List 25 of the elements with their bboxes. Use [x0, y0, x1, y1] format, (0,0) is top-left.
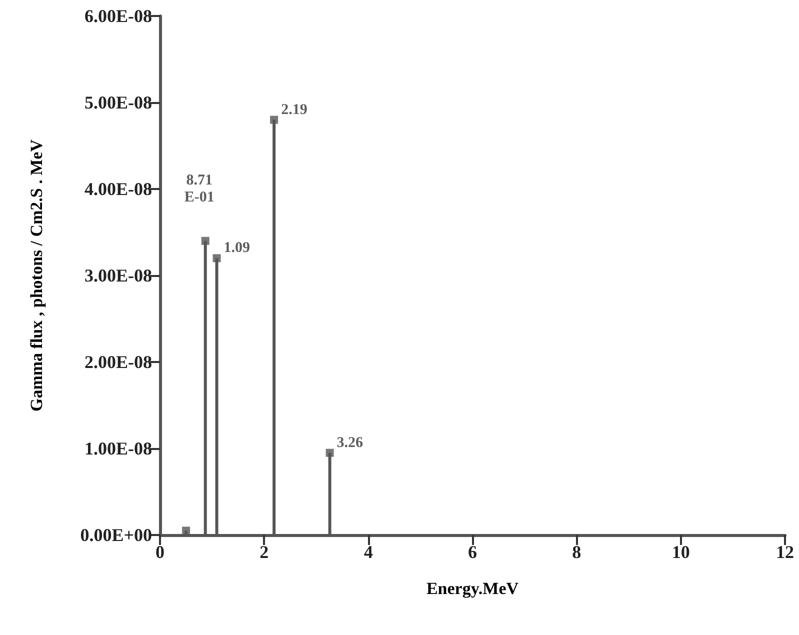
y-tick-label: 6.00E-08 — [84, 6, 152, 26]
y-tick-label: 2.00E-08 — [84, 352, 152, 372]
y-tick-label: 0.00E+00 — [80, 525, 152, 545]
x-tick-label: 2 — [260, 542, 269, 562]
x-axis-title: Energy.MeV — [426, 579, 520, 598]
y-tick-label: 5.00E-08 — [84, 92, 152, 112]
point — [326, 448, 334, 457]
x-tick-label: 12 — [776, 542, 794, 562]
annotation: 8.71 E-01 — [184, 172, 214, 206]
y-tick-label: 4.00E-08 — [84, 179, 152, 199]
annotation: 3.26 — [336, 434, 364, 451]
point — [212, 254, 221, 262]
y-axis-title: Gamma flux , photons / Cm2.S . MeV — [27, 138, 46, 412]
x-tick-label: 4 — [364, 542, 373, 562]
point — [182, 526, 190, 535]
annotation: 2.19 — [281, 102, 308, 118]
x-tick-label: 6 — [468, 542, 477, 562]
point — [270, 116, 278, 124]
x-tick-label: 8 — [572, 542, 582, 562]
annotation: 1.09 — [224, 240, 250, 256]
y-tick-label: 3.00E-08 — [84, 266, 152, 286]
point — [201, 236, 210, 245]
x-tick-label: 0 — [156, 542, 164, 562]
x-tick-label: 10 — [672, 542, 690, 562]
y-tick-label: 1.00E-08 — [84, 438, 152, 458]
